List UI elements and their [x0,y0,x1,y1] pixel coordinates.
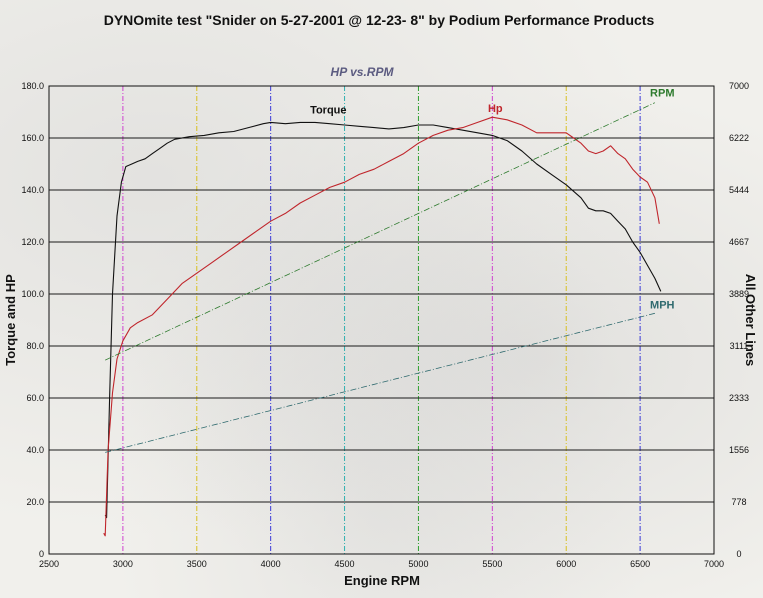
y2-tick-label: 778 [731,497,746,507]
y2-axis-ticks: 0 778 1556 2333 3111 3889 4667 5444 6222 7000 [729,81,749,559]
x-tick-label: 5000 [408,559,428,569]
chart-subtitle: HP vs.RPM [331,65,395,79]
y-tick-label: 180.0 [21,81,44,91]
x-axis-ticks: 2500 3000 3500 4000 4500 5000 5500 6000 6500 7000 [39,559,724,569]
x-tick-label: 5500 [482,559,502,569]
y-axis-ticks: 0 20.0 40.0 60.0 80.0 100.0 120.0 140.0 160.0 180… [21,81,44,559]
y2-tick-label: 5444 [729,185,749,195]
chart-title: DYNOmite test "Snider on 5-27-2001 @ 12-… [104,12,655,28]
y-tick-label: 160.0 [21,133,44,143]
x-tick-label: 2500 [39,559,59,569]
y-tick-label: 100.0 [21,289,44,299]
series-line-rpm [105,102,656,361]
y-tick-label: 120.0 [21,237,44,247]
y2-tick-label: 0 [736,549,741,559]
x-tick-label: 6000 [556,559,576,569]
y2-tick-label: 3111 [730,341,749,351]
grid-lines [49,86,714,554]
y2-tick-label: 4667 [729,237,749,247]
y2-tick-label: 7000 [729,81,749,91]
x-tick-label: 3500 [187,559,207,569]
y2-tick-label: 6222 [729,133,749,143]
x-tick-label: 4500 [335,559,355,569]
series-label-rpm: RPM [650,88,674,100]
y2-tick-label: 2333 [729,393,749,403]
x-tick-label: 4000 [261,559,281,569]
x-tick-label: 6500 [630,559,650,569]
y-tick-label: 0 [39,549,44,559]
y-tick-label: 60.0 [26,393,44,403]
y-tick-label: 40.0 [26,445,44,455]
y-tick-label: 80.0 [26,341,44,351]
series-layer [103,102,662,537]
series-labels: Torque Hp RPM MPH [310,88,674,312]
series-line-mph [105,312,655,453]
plot-frame [48,85,715,555]
y-tick-label: 140.0 [21,185,44,195]
series-line-hp [103,116,660,537]
y2-tick-label: 1556 [729,445,749,455]
series-line-torque [104,121,662,519]
y2-axis-label: All Other Lines [743,274,758,366]
x-axis-label: Engine RPM [344,573,420,588]
y2-tick-label: 3889 [729,289,749,299]
series-label-hp: Hp [488,103,503,115]
x-tick-label: 3000 [113,559,133,569]
x-tick-label: 7000 [704,559,724,569]
y-tick-label: 20.0 [26,497,44,507]
y-axis-label: Torque and HP [3,274,18,366]
series-label-mph: MPH [650,300,675,312]
series-label-torque: Torque [310,104,346,116]
